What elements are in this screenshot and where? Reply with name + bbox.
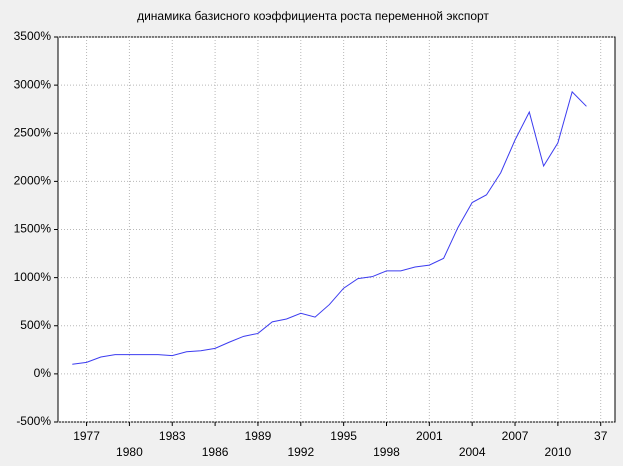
y-tick-label: 2500% xyxy=(14,125,52,139)
x-tick-label: 1986 xyxy=(202,445,229,459)
data-line xyxy=(72,90,587,365)
x-tick-label: 1980 xyxy=(116,445,143,459)
x-tick-label: 2004 xyxy=(459,445,486,459)
chart-title: динамика базисного коэффициента роста пе… xyxy=(137,9,489,23)
x-tick-label: 1992 xyxy=(287,445,314,459)
y-tick-label: -500% xyxy=(16,414,51,428)
y-tick-label: 3500% xyxy=(14,29,52,43)
y-tick-label: 1000% xyxy=(14,270,52,284)
x-tick-label: 1989 xyxy=(245,429,272,443)
x-tick-label: 1998 xyxy=(373,445,400,459)
y-tick-label: 3000% xyxy=(14,77,52,91)
y-tick-label: 0% xyxy=(34,366,52,380)
x-tick-label: 2007 xyxy=(502,429,529,443)
y-tick-label: 2000% xyxy=(14,174,52,188)
plot-area xyxy=(57,36,616,423)
x-tick-label: 1995 xyxy=(330,429,357,443)
x-tick-label: 2001 xyxy=(416,429,443,443)
x-tick-label: 37 xyxy=(594,429,608,443)
x-tick-label: 2010 xyxy=(545,445,572,459)
x-tick-label: 1983 xyxy=(159,429,186,443)
y-tick-label: 500% xyxy=(20,318,51,332)
y-tick-label: 1500% xyxy=(14,222,52,236)
x-tick-label: 1977 xyxy=(73,429,100,443)
